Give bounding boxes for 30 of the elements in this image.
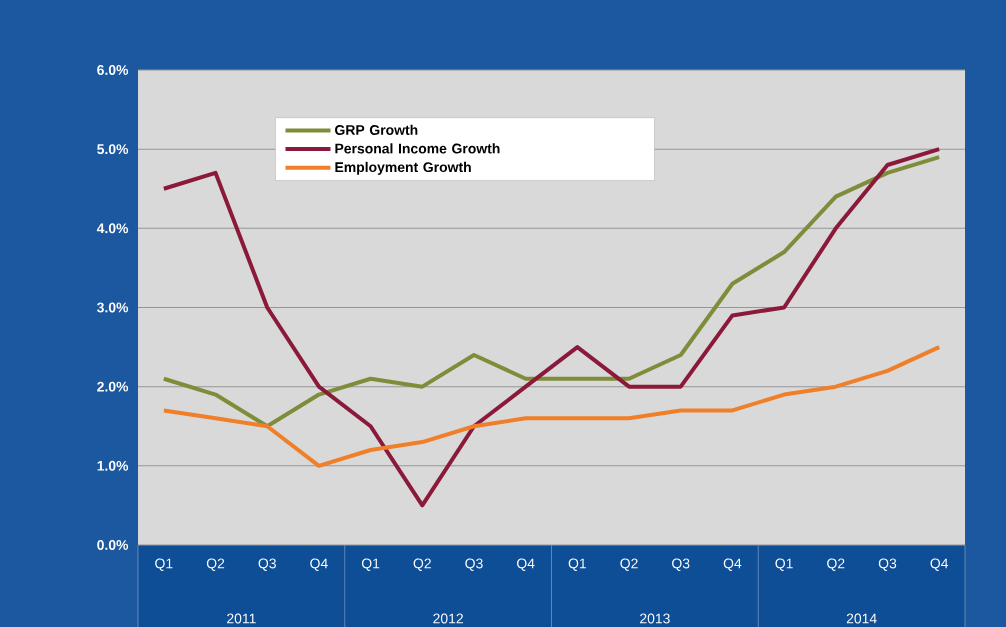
x-tick-label: Q3 — [258, 558, 276, 571]
x-tick-label: Q4 — [517, 558, 535, 571]
x-tick-label: Q2 — [827, 558, 845, 571]
text: 2012 — [433, 613, 463, 624]
y-tick-label: 6.0% — [97, 64, 129, 75]
legend-label: GRP Growth — [335, 124, 418, 135]
y-tick-label: 5.0% — [97, 144, 129, 154]
text: 2014 — [846, 613, 877, 624]
y-tick-label: 3.0% — [97, 302, 129, 313]
x-tick-label: Q3 — [672, 558, 690, 571]
legend-label: Employment Growth — [335, 161, 471, 175]
x-tick-label: Q3 — [465, 558, 483, 571]
x-tick-label: Q2 — [620, 558, 638, 571]
y-tick-label: 4.0% — [96, 223, 129, 234]
x-tick-label: Q2 — [206, 558, 225, 571]
legend-label: Personal Income Growth — [335, 143, 500, 154]
x-tick-label: Q1 — [155, 558, 173, 571]
x-tick-label: Q1 — [775, 558, 793, 571]
x-tick-label: Q4 — [310, 558, 328, 571]
y-tick-label: 1.0% — [97, 460, 129, 471]
y-tick-label: 0.0% — [97, 539, 129, 550]
x-tick-label: Q4 — [723, 558, 742, 571]
x-tick-label: Q1 — [568, 558, 586, 571]
y-tick-label: 2.0% — [97, 381, 129, 392]
x-tick-label: Q1 — [361, 558, 380, 571]
x-tick-label: Q2 — [413, 558, 431, 571]
x-tick-label: Q4 — [930, 558, 949, 571]
x-tick-label: Q3 — [878, 558, 897, 571]
text: 2013 — [640, 613, 670, 624]
text: 2011 — [227, 613, 256, 624]
